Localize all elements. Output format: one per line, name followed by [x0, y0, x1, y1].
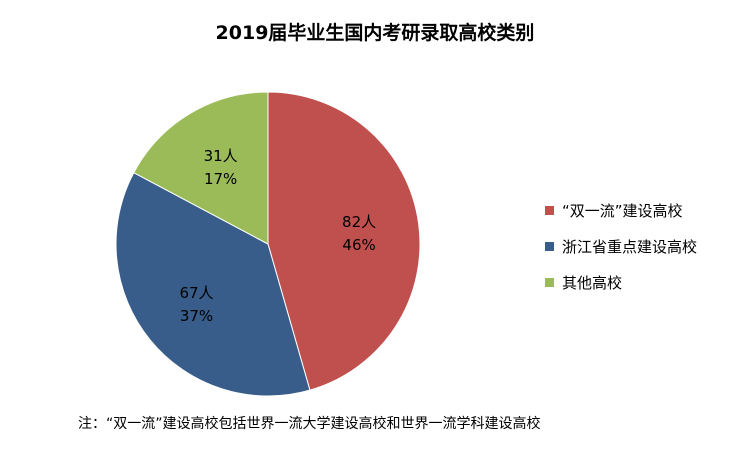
pie-labels: 82人 46% 67人 37% 31人 17% [179, 147, 376, 325]
pie-slices [115, 91, 421, 397]
footnote: 注：“双一流”建设高校包括世界一流大学建设高校和世界一流学科建设高校 [78, 416, 541, 432]
legend: “双一流”建设高校 浙江省重点建设高校 其他高校 [545, 200, 697, 308]
legend-swatch-other [545, 277, 554, 287]
chart-title: 2019届毕业生国内考研录取高校类别 [215, 22, 535, 44]
legend-swatch-zhejiang-key [545, 241, 554, 251]
value-label-other: 31人 [204, 147, 238, 165]
legend-item-other: 其他高校 [545, 272, 697, 292]
value-label-double-first-class: 82人 [342, 213, 376, 231]
legend-item-zhejiang-key: 浙江省重点建设高校 [545, 236, 697, 256]
pie-slice-other [133, 91, 269, 245]
pie-slice-double-first-class [267, 91, 421, 391]
percent-label-zhejiang-key: 37% [180, 307, 213, 325]
percent-label-other: 17% [204, 170, 237, 188]
legend-label-double-first-class: “双一流”建设高校 [562, 201, 683, 220]
pie-slice-zhejiang-key [115, 171, 311, 397]
legend-label-other: 其他高校 [562, 273, 623, 292]
value-label-zhejiang-key: 67人 [179, 284, 213, 302]
legend-item-double-first-class: “双一流”建设高校 [545, 200, 697, 220]
legend-swatch-double-first-class [545, 205, 554, 215]
legend-label-zhejiang-key: 浙江省重点建设高校 [562, 237, 698, 256]
percent-label-double-first-class: 46% [342, 236, 375, 254]
